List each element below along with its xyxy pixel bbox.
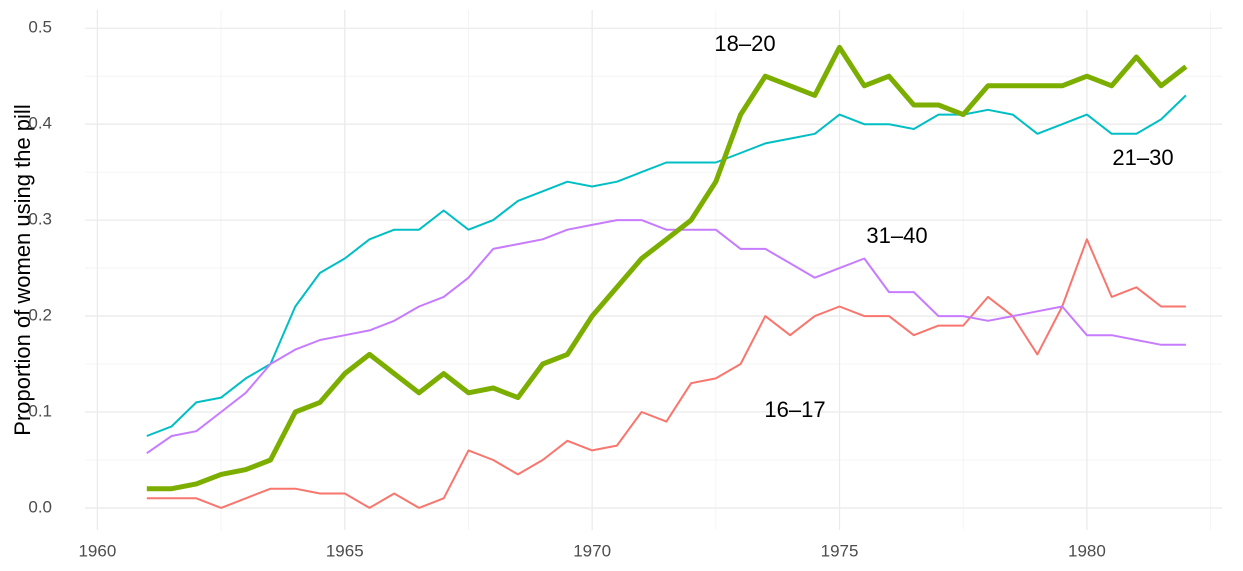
x-tick-label: 1975 <box>821 541 859 560</box>
y-tick-label: 0.3 <box>28 210 52 229</box>
x-tick-label: 1960 <box>78 541 116 560</box>
y-tick-label: 0.5 <box>28 18 52 37</box>
series-line <box>146 219 1186 455</box>
series-label: 16–17 <box>764 397 825 422</box>
x-tick-label: 1970 <box>573 541 611 560</box>
series-label: 31–40 <box>866 223 927 248</box>
grid <box>85 10 1222 530</box>
y-tick-label: 0.0 <box>28 497 52 516</box>
series-line <box>146 44 1188 492</box>
y-tick-label: 0.4 <box>28 114 52 133</box>
x-tick-label: 1980 <box>1068 541 1106 560</box>
y-tick-label: 0.1 <box>28 401 52 420</box>
y-tick-label: 0.2 <box>28 306 52 325</box>
x-tick-label: 1965 <box>326 541 364 560</box>
series-label: 21–30 <box>1112 145 1173 170</box>
lines <box>146 44 1188 509</box>
series-line <box>146 94 1187 437</box>
y-axis-title: Proportion of women using the pill <box>10 104 35 435</box>
series-label: 18–20 <box>714 31 775 56</box>
series-line <box>146 238 1186 509</box>
